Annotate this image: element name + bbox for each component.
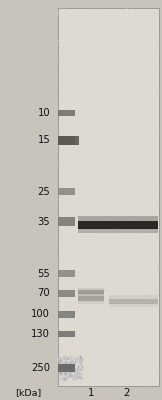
Bar <box>78 221 158 229</box>
Bar <box>58 136 75 145</box>
Text: 35: 35 <box>38 216 50 226</box>
Bar <box>58 217 75 226</box>
Text: 250: 250 <box>31 363 50 373</box>
Bar <box>58 364 75 372</box>
Bar <box>58 331 75 337</box>
Bar <box>58 270 75 277</box>
Bar <box>78 296 104 302</box>
Text: 1: 1 <box>88 388 95 398</box>
Bar <box>58 136 79 145</box>
Text: 10: 10 <box>38 108 50 118</box>
Bar <box>58 110 75 116</box>
Bar <box>78 294 104 296</box>
Bar <box>78 290 104 294</box>
Bar <box>78 216 158 221</box>
Bar <box>58 290 75 298</box>
Bar <box>78 301 104 304</box>
Text: 2: 2 <box>123 388 130 398</box>
Text: 70: 70 <box>38 288 50 298</box>
Bar <box>78 228 158 232</box>
Bar <box>109 304 158 307</box>
Bar <box>78 288 104 290</box>
Bar <box>78 292 104 296</box>
Text: 25: 25 <box>37 187 50 197</box>
Bar <box>109 299 158 304</box>
Bar <box>58 8 159 386</box>
Text: [kDa]: [kDa] <box>15 388 41 398</box>
Text: 55: 55 <box>37 269 50 279</box>
Text: 130: 130 <box>31 329 50 339</box>
Text: 15: 15 <box>37 136 50 146</box>
Bar <box>109 295 158 299</box>
Bar <box>58 311 75 318</box>
Text: 100: 100 <box>31 310 50 320</box>
Bar <box>58 188 75 195</box>
